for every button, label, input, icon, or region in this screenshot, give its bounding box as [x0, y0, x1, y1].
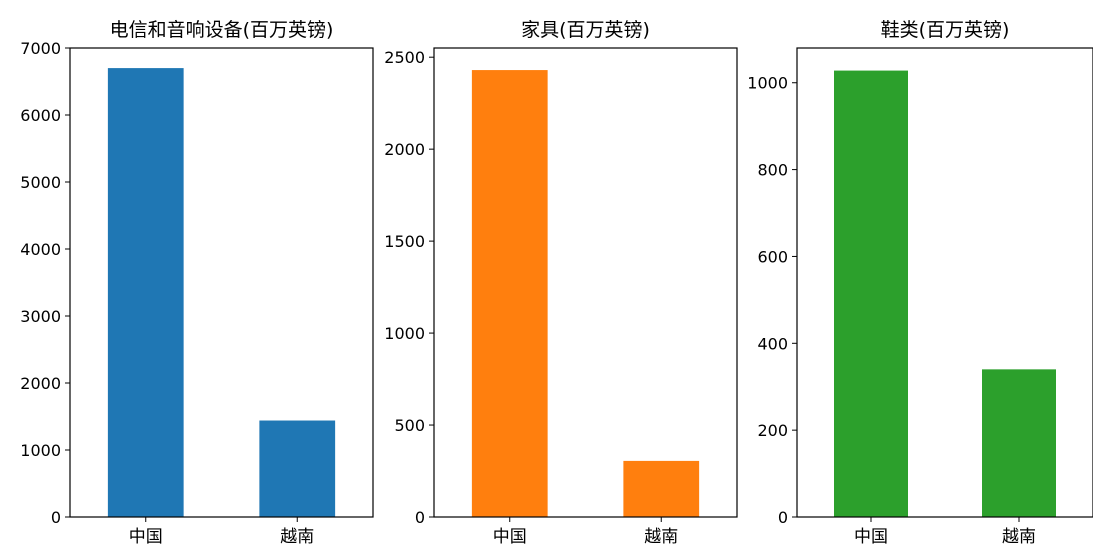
y-tick-label-furniture: 2000 — [384, 140, 425, 159]
y-tick-label-furniture: 2500 — [384, 48, 425, 67]
y-tick-label-furniture: 0 — [415, 508, 425, 527]
bar-footwear-vietnam — [982, 369, 1056, 517]
axes-frame-footwear — [796, 47, 1093, 518]
y-tick-label-footwear: 0 — [778, 508, 788, 527]
y-tick-label-footwear: 200 — [757, 421, 788, 440]
x-tick-label-furniture-vietnam: 越南 — [644, 527, 678, 547]
chart-title-furniture: 家具(百万英镑) — [521, 19, 650, 41]
y-tick-label-telecom: 3000 — [20, 307, 61, 326]
bar-furniture-vietnam — [623, 460, 700, 517]
bar-telecom-vietnam — [259, 420, 336, 517]
chart-title-footwear: 鞋类(百万英镑) — [881, 19, 1010, 41]
y-tick-label-telecom: 2000 — [20, 374, 61, 393]
x-tick-label-footwear-vietnam: 越南 — [1002, 527, 1036, 547]
x-tick-label-furniture-china: 中国 — [493, 527, 527, 547]
axes-frame-telecom — [69, 47, 374, 518]
y-tick-label-footwear: 1000 — [747, 74, 788, 93]
y-tick-label-furniture: 500 — [394, 416, 425, 435]
y-tick-label-telecom: 1000 — [20, 441, 61, 460]
x-tick-label-footwear-china: 中国 — [854, 527, 888, 547]
subplot-footwear: 0 200 400 600 800 1000 中国 越南 鞋类(百万英镑) — [747, 19, 1093, 547]
y-tick-label-furniture: 1500 — [384, 232, 425, 251]
y-tick-label-furniture: 1000 — [384, 324, 425, 343]
axes-frame-furniture — [433, 47, 738, 518]
bar-telecom-china — [107, 68, 184, 517]
y-tick-label-telecom: 4000 — [20, 240, 61, 259]
y-tick-label-telecom: 0 — [51, 508, 61, 527]
x-tick-label-telecom-china: 中国 — [129, 527, 163, 547]
y-tick-label-footwear: 800 — [757, 161, 788, 180]
bar-furniture-china — [471, 70, 548, 517]
chart-title-telecom: 电信和音响设备(百万英镑) — [110, 19, 334, 41]
y-tick-label-telecom: 7000 — [20, 39, 61, 58]
y-tick-label-footwear: 400 — [757, 334, 788, 353]
subplot-telecom: 0 1000 2000 3000 4000 5000 6000 7000 中国 越南 电信和音响设备… — [20, 19, 374, 547]
x-tick-label-telecom-vietnam: 越南 — [280, 527, 314, 547]
y-tick-label-telecom: 6000 — [20, 106, 61, 125]
y-tick-label-telecom: 5000 — [20, 173, 61, 192]
bar-footwear-china — [834, 70, 908, 517]
subplot-furniture: 0 500 1000 1500 2000 2500 中国 越南 家具(百万英镑) — [384, 19, 738, 547]
y-tick-label-footwear: 600 — [757, 247, 788, 266]
